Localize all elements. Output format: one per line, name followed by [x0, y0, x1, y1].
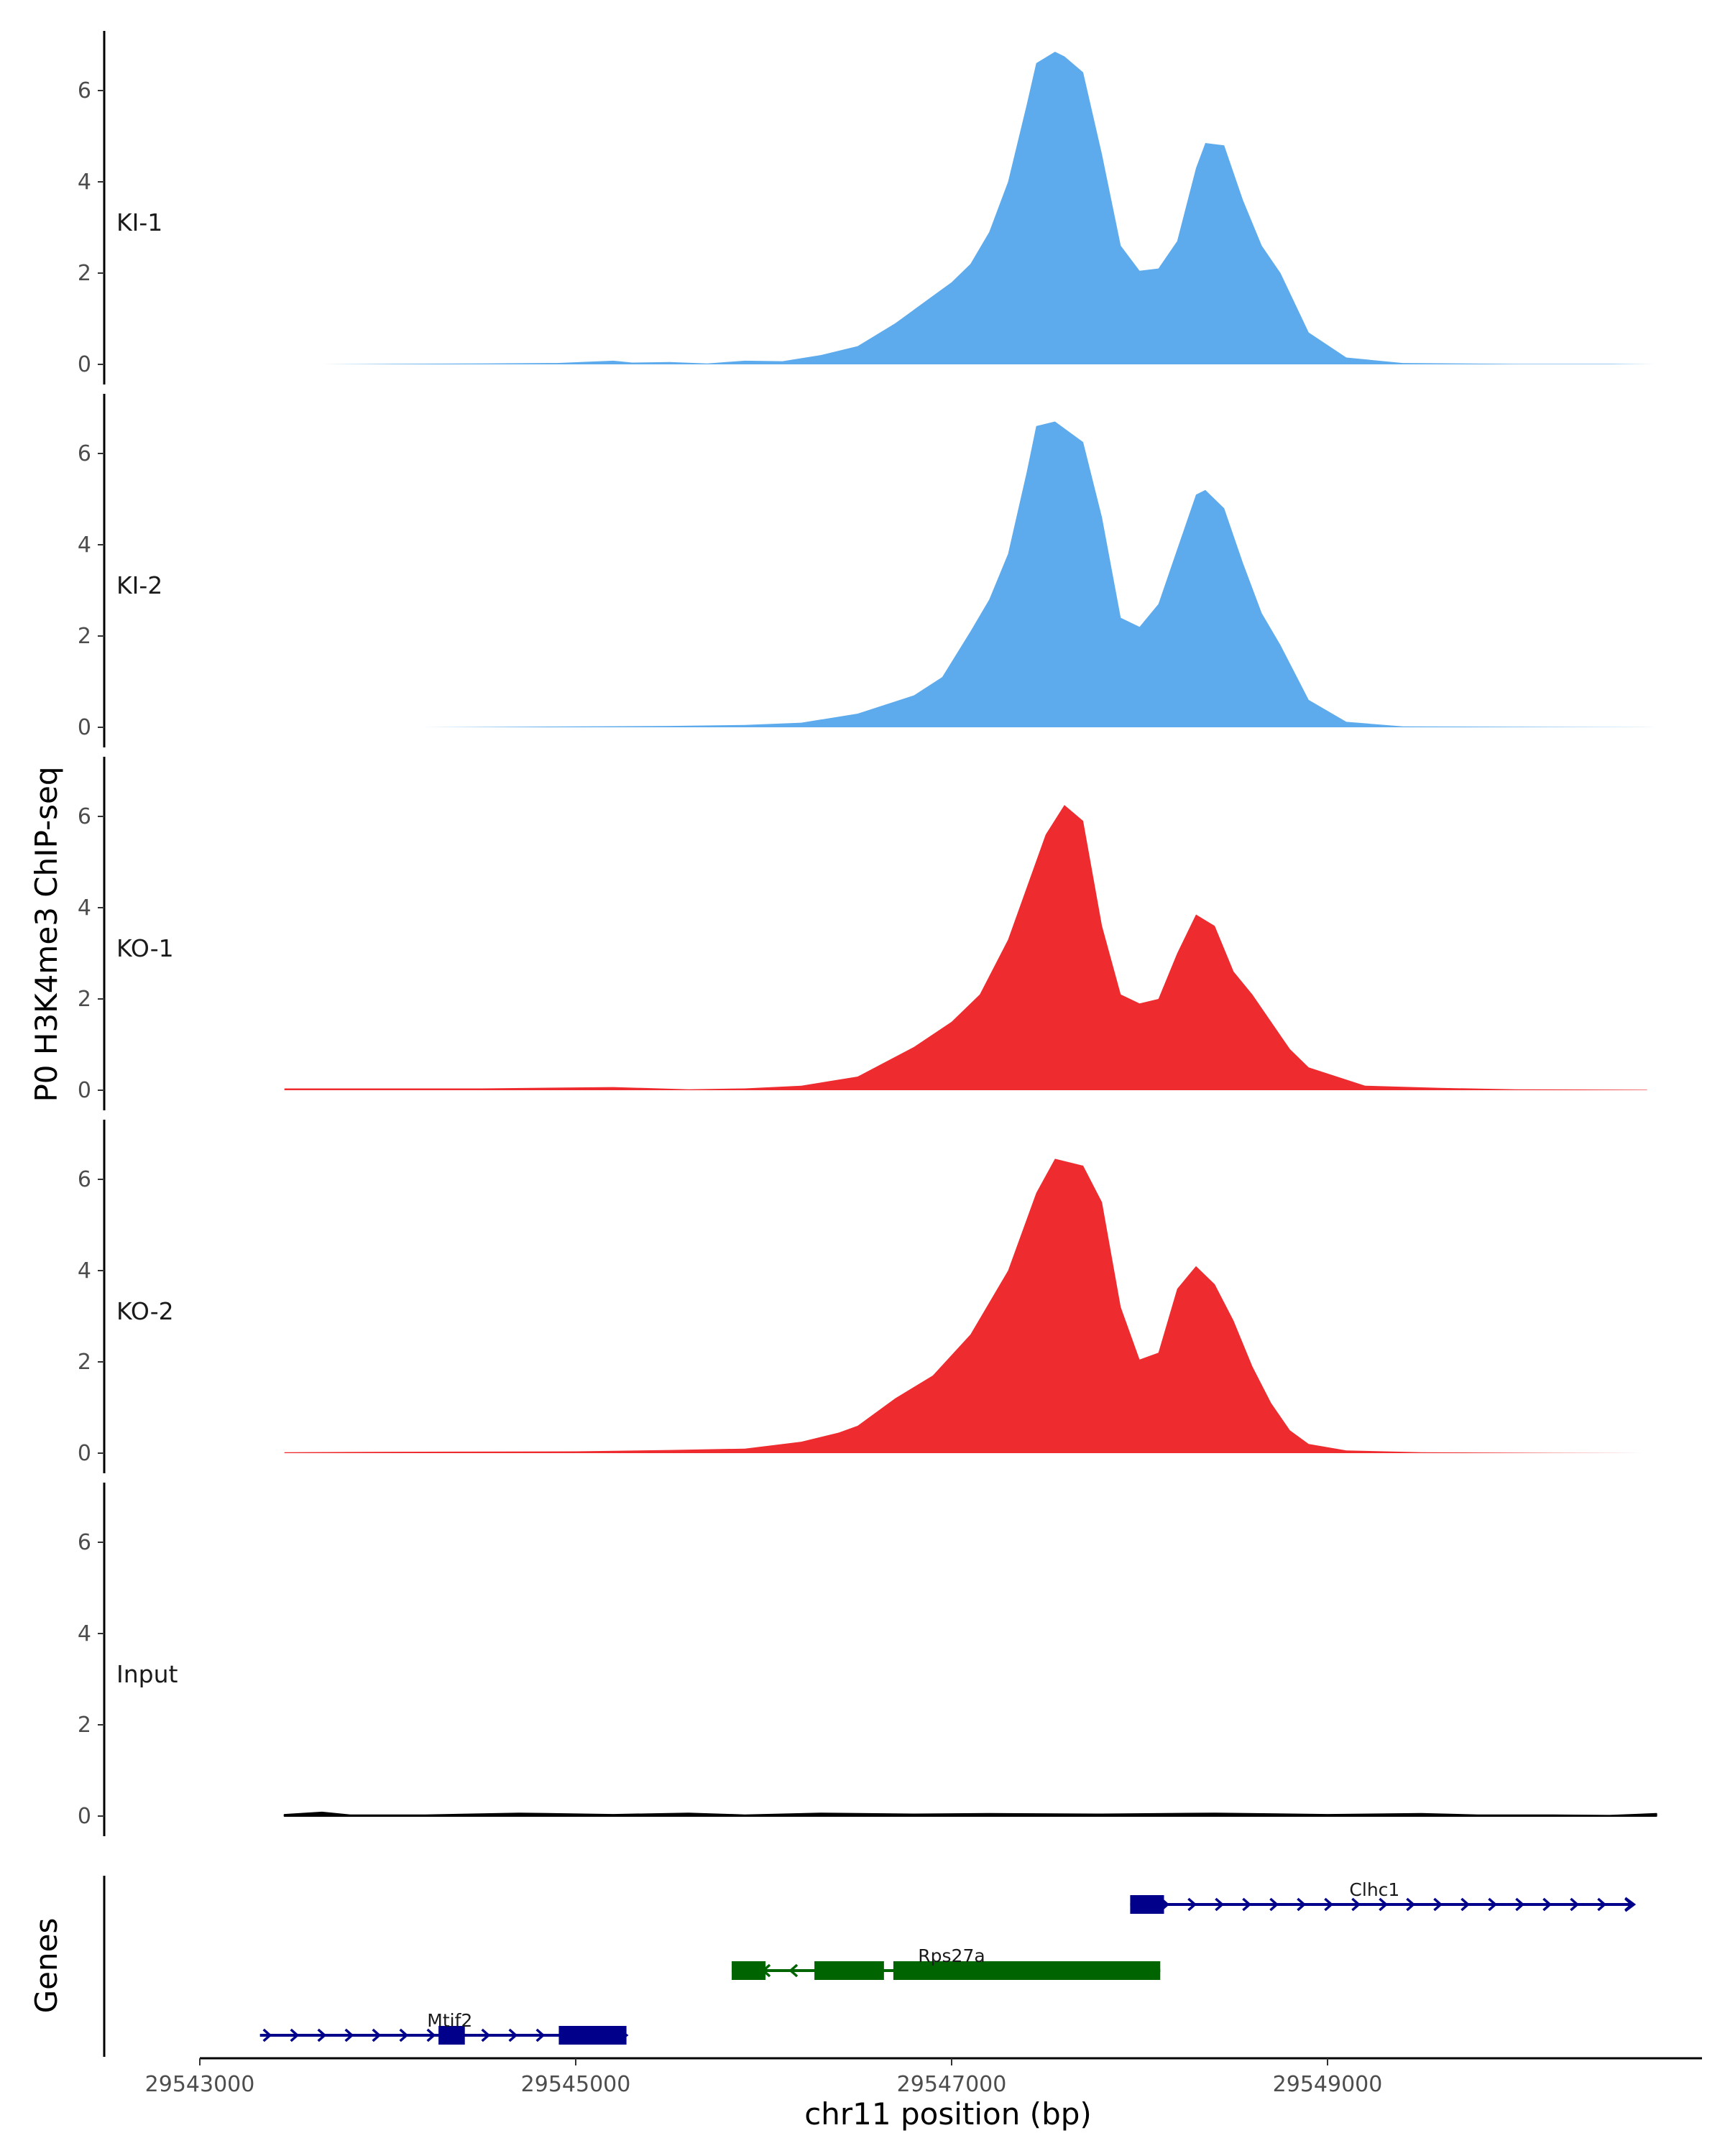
coverage-area-ko-2 [284, 1158, 1647, 1453]
strand-arrow [1433, 1897, 1443, 1912]
strand-arrow [372, 2028, 382, 2042]
track-label: Input [116, 1660, 178, 1688]
coverage-area-input [283, 1811, 1657, 1817]
strand-arrow [1624, 1897, 1637, 1912]
strand-arrow [1597, 1897, 1607, 1912]
exon-block [438, 2026, 465, 2045]
y-axis-title: P0 H3K4me3 ChIP-seq [29, 766, 64, 1102]
strand-arrow [1406, 1897, 1416, 1912]
y-tick-label: 6 [78, 1167, 91, 1192]
strand-arrow [1542, 1897, 1552, 1912]
y-tick-label: 2 [78, 261, 91, 286]
strand-arrow [1351, 1897, 1361, 1912]
y-tick-label: 4 [78, 170, 91, 195]
coverage-area-ko-1 [284, 805, 1647, 1090]
strand-arrow [1297, 1897, 1307, 1912]
exon-block [558, 2026, 627, 2045]
gene-mtif2: Mtif2 [259, 2010, 629, 2045]
strand-arrow [317, 2028, 327, 2042]
strand-arrow [1215, 1897, 1225, 1912]
y-tick-label: 0 [78, 1804, 91, 1829]
exon-block [732, 1961, 766, 1980]
track-label: KO-2 [116, 1297, 174, 1325]
y-tick-label: 4 [78, 1621, 91, 1646]
y-tick-label: 4 [78, 533, 91, 558]
coverage-area-ki-1 [322, 52, 1657, 364]
exon-block [893, 1961, 1161, 1980]
y-axis-title-text: P0 H3K4me3 ChIP-seq [29, 766, 64, 1102]
track-label: KI-1 [116, 208, 162, 236]
strand-arrow [1515, 1897, 1525, 1912]
y-tick-label: 2 [78, 624, 91, 649]
strand-arrow [535, 2028, 546, 2042]
track-label: KI-2 [116, 571, 162, 599]
track-ki-1: 0 2 4 6 KI-1 [78, 31, 1657, 384]
gene-clhc1: Clhc1 [1130, 1879, 1637, 1914]
track-label: KO-1 [116, 934, 174, 962]
y-tick-label: 2 [78, 987, 91, 1012]
y-tick-label: 0 [78, 715, 91, 740]
gene-label: Mtif2 [427, 2010, 472, 2031]
x-axis-title: chr11 position (bp) [804, 2096, 1092, 2132]
y-tick-label: 6 [78, 1530, 91, 1555]
coverage-area-ki-2 [421, 421, 1657, 727]
y-tick-label: 0 [78, 1441, 91, 1466]
y-tick-label: 2 [78, 1350, 91, 1375]
exon-block [814, 1961, 884, 1980]
x-tick-label: 29547000 [897, 2072, 1007, 2097]
strand-arrow [1488, 1897, 1498, 1912]
strand-arrow [290, 2028, 300, 2042]
strand-arrow [399, 2028, 409, 2042]
x-tick-label: 29549000 [1273, 2072, 1383, 2097]
strand-arrow [508, 2028, 518, 2042]
gene-label: Clhc1 [1349, 1879, 1399, 1900]
x-axis: 29543000 29545000 29547000 29549000 [145, 2057, 1702, 2097]
track-ko-1: 0 2 4 6 KO-1 [78, 757, 1647, 1110]
y-tick-label: 6 [78, 804, 91, 829]
y-tick-label: 0 [78, 352, 91, 377]
track-ki-2: 0 2 4 6 KI-2 [78, 394, 1657, 747]
y-tick-label: 4 [78, 895, 91, 921]
track-input: 0 2 4 6 Input [78, 1483, 1657, 1836]
strand-arrow [1269, 1897, 1279, 1912]
x-tick-label: 29545000 [521, 2072, 631, 2097]
gene-rps27a: Rps27a [732, 1945, 1161, 1980]
strand-arrow [481, 2028, 491, 2042]
strand-arrow [1324, 1897, 1334, 1912]
strand-arrow [1379, 1897, 1389, 1912]
strand-arrow [426, 2028, 436, 2042]
strand-arrow [262, 2028, 272, 2042]
gene-label: Rps27a [918, 1945, 985, 1966]
x-tick-label: 29543000 [145, 2072, 255, 2097]
strand-arrow [1570, 1897, 1580, 1912]
exon-block [1130, 1895, 1164, 1914]
strand-arrow [788, 1963, 799, 1978]
genes-layer: Clhc1 Rps27a Mtif2 [103, 1876, 1637, 2057]
y-tick-label: 6 [78, 78, 91, 103]
tracks-layer: 0 2 4 6 KI-1 0 2 4 6 KI-2 0 2 4 6 KO-1 0 2 4 6 KO-2 0 2 4 6 Inpu… [78, 31, 1657, 1836]
y-tick-label: 6 [78, 441, 91, 466]
strand-arrow [1242, 1897, 1252, 1912]
y-tick-label: 4 [78, 1258, 91, 1284]
strand-arrow [344, 2028, 354, 2042]
genes-axis-title: Genes [29, 1918, 64, 2014]
strand-arrow [1187, 1897, 1197, 1912]
y-tick-label: 0 [78, 1078, 91, 1103]
strand-arrow [1460, 1897, 1471, 1912]
track-ko-2: 0 2 4 6 KO-2 [78, 1120, 1647, 1473]
y-tick-label: 2 [78, 1713, 91, 1738]
